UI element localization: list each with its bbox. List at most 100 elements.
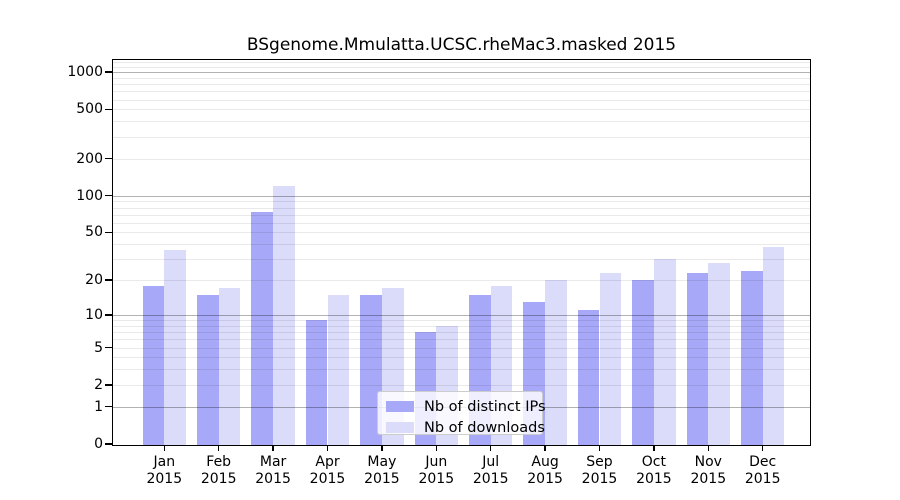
y-tick-mark <box>105 384 112 386</box>
y-tick-label: 20 <box>85 272 103 289</box>
bar-distinct-ips-feb <box>196 294 219 445</box>
bar-downloads-dec <box>762 246 785 445</box>
x-tick-label-aug: Aug 2015 <box>527 454 563 487</box>
gridline-minor <box>113 77 810 79</box>
x-tick-label-dec: Dec 2015 <box>744 454 781 487</box>
bar-downloads-aug <box>545 280 567 445</box>
gridline-major <box>113 195 810 197</box>
bar-downloads-jan <box>164 249 187 445</box>
gridline-minor <box>113 201 810 203</box>
y-tick-mark <box>105 71 112 74</box>
gridline-minor <box>113 214 810 216</box>
y-tick-label: 5 <box>94 339 103 356</box>
x-tick-mark <box>598 445 601 451</box>
bar-distinct-ips-may <box>360 294 382 445</box>
x-tick-mark <box>217 445 220 451</box>
gridline-minor <box>113 357 810 359</box>
gridline-major <box>113 314 810 316</box>
gridline-major <box>113 72 810 74</box>
y-tick-label: 500 <box>76 101 103 118</box>
gridline-minor <box>113 232 810 234</box>
x-tick-label-sep: Sep 2015 <box>581 454 618 487</box>
x-tick-mark <box>381 445 383 451</box>
bar-downloads-sep <box>599 272 622 445</box>
y-tick-label: 1 <box>94 398 103 415</box>
x-tick-mark <box>653 445 655 451</box>
x-tick-mark <box>326 445 329 451</box>
x-tick-mark <box>163 445 166 451</box>
gridline-minor <box>113 244 810 246</box>
bar-distinct-ips-mar <box>251 211 274 445</box>
x-tick-mark <box>272 445 274 451</box>
y-tick-mark <box>105 108 112 111</box>
bar-downloads-mar <box>273 185 295 445</box>
gridline-minor <box>113 325 810 327</box>
y-tick-label: 10 <box>85 306 103 323</box>
bar-downloads-oct <box>653 259 676 445</box>
x-tick-label-jan: Jan 2015 <box>146 454 183 487</box>
bar-distinct-ips-dec <box>740 270 763 445</box>
gridline-minor <box>113 109 810 111</box>
gridline-minor <box>113 158 810 160</box>
x-tick-mark <box>435 445 438 451</box>
bar-distinct-ips-sep <box>577 310 600 445</box>
x-tick-label-may: May 2015 <box>364 454 400 487</box>
y-tick-label: 2 <box>94 376 103 393</box>
gridline-minor <box>113 62 810 64</box>
legend-swatch-downloads <box>386 422 414 433</box>
gridline-minor <box>113 332 810 334</box>
x-tick-mark <box>707 445 710 451</box>
legend-label: Nb of downloads <box>424 419 545 436</box>
x-tick-label-oct: Oct 2015 <box>636 454 672 487</box>
gridline-minor <box>113 320 810 322</box>
y-tick-label: 100 <box>76 187 103 204</box>
x-tick-label-nov: Nov 2015 <box>690 454 727 487</box>
bar-distinct-ips-apr <box>305 320 328 445</box>
y-tick-mark <box>105 157 112 160</box>
y-tick-mark <box>105 231 112 234</box>
gridline-minor <box>113 121 810 123</box>
bar-distinct-ips-jan <box>142 285 165 445</box>
gridline-minor <box>113 67 810 69</box>
y-tick-label: 50 <box>85 224 103 241</box>
gridline-minor <box>113 207 810 209</box>
y-tick-mark <box>105 194 112 197</box>
y-tick-label: 1000 <box>67 64 103 81</box>
gridline-minor <box>113 99 810 101</box>
bar-downloads-feb <box>218 288 241 445</box>
gridline-minor <box>113 369 810 371</box>
gridline-minor <box>113 280 810 282</box>
gridline-minor <box>113 84 810 86</box>
x-tick-label-jun: Jun 2015 <box>418 454 455 487</box>
y-tick-mark <box>105 279 112 281</box>
x-tick-label-feb: Feb 2015 <box>200 454 237 487</box>
chart-title: BSgenome.Mmulatta.UCSC.rheMac3.masked 20… <box>246 35 677 55</box>
x-tick-label-apr: Apr 2015 <box>309 454 346 487</box>
legend-item-distinct-ips: Nb of distinct IPs <box>386 396 546 417</box>
x-tick-mark <box>544 445 546 451</box>
legend-label: Nb of distinct IPs <box>424 398 546 415</box>
bar-distinct-ips-nov <box>686 272 709 445</box>
y-tick-mark <box>105 346 112 349</box>
x-tick-label-mar: Mar 2015 <box>255 454 291 487</box>
y-tick-label: 0 <box>94 436 103 452</box>
legend: Nb of distinct IPs Nb of downloads <box>377 391 546 438</box>
y-tick-mark <box>105 405 112 408</box>
gridline-minor <box>113 339 810 341</box>
plot-area: 1000 500 200 100 50 20 10 5 2 1 0 Jan 2015 Feb 2015 Mar… <box>67 59 811 487</box>
bar-downloads-nov <box>708 262 731 445</box>
y-tick-label: 200 <box>76 150 103 167</box>
gridline-minor <box>113 259 810 261</box>
x-tick-label-jul: Jul 2015 <box>472 454 509 487</box>
x-tick-mark <box>761 445 764 451</box>
gridline-minor <box>113 347 810 349</box>
legend-item-downloads: Nb of downloads <box>386 417 545 438</box>
y-tick-mark <box>105 443 112 445</box>
legend-swatch-ips <box>386 401 414 412</box>
x-tick-mark <box>489 445 492 451</box>
gridline-minor <box>113 222 810 224</box>
gridline-minor <box>113 136 810 138</box>
bar-downloads-apr <box>327 294 350 445</box>
bar-distinct-ips-oct <box>632 280 654 445</box>
